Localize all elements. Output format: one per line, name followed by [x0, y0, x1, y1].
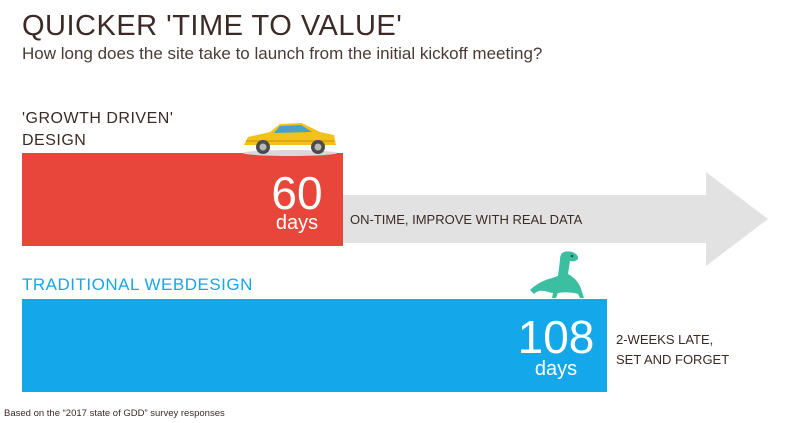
trad-unit: days: [534, 358, 578, 380]
trad-note: 2-WEEKS LATE, SET AND FORGET: [616, 330, 729, 370]
gdd-label: 'GROWTH DRIVEN' DESIGN: [22, 108, 222, 152]
gdd-bar: [22, 153, 343, 246]
trad-bar: [22, 299, 607, 392]
trad-note-line2: SET AND FORGET: [616, 352, 730, 367]
gdd-unit: days: [275, 212, 319, 234]
dinosaur-icon: [530, 251, 584, 298]
trad-label: TRADITIONAL WEBDESIGN: [22, 275, 253, 294]
page-subtitle: How long does the site take to launch fr…: [22, 44, 543, 63]
arrow-shape: [343, 172, 768, 266]
gdd-note: ON-TIME, IMPROVE WITH REAL DATA: [350, 212, 583, 227]
page-title: QUICKER 'TIME TO VALUE': [22, 10, 403, 42]
sports-car-icon: [243, 123, 337, 156]
gdd-label-line1: 'GROWTH DRIVEN': [22, 110, 174, 127]
source-note: Based on the “2017 state of GDD” survey …: [4, 408, 225, 419]
gdd-value: 60: [271, 167, 323, 219]
trad-value: 108: [517, 311, 595, 363]
gdd-label-line2: DESIGN: [22, 132, 87, 149]
trad-note-line1: 2-WEEKS LATE,: [616, 332, 714, 347]
